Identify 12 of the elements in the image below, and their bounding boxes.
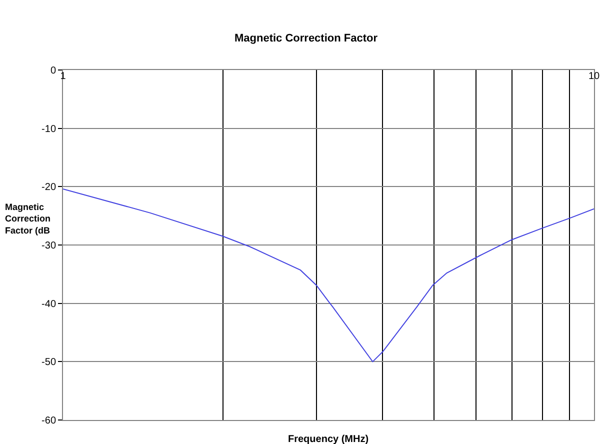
y-tick-label: -30 bbox=[42, 240, 56, 252]
y-tick-label: -60 bbox=[42, 416, 56, 426]
y-tick-label: -50 bbox=[42, 357, 56, 368]
y-tick-label: -10 bbox=[42, 124, 56, 135]
y-tick-label: -20 bbox=[42, 182, 56, 194]
y-tick-label: -40 bbox=[42, 298, 56, 310]
y-tick-label: 0 bbox=[50, 66, 56, 76]
x-tick-label: 1 bbox=[60, 71, 66, 82]
x-axis-title: Frequency (MHz) bbox=[288, 434, 369, 444]
chart-title: Magnetic Correction Factor bbox=[234, 32, 378, 45]
y-axis-title: Magnetic Correction Factor (dB bbox=[5, 202, 51, 236]
x-tick-label: 10 bbox=[588, 71, 600, 82]
